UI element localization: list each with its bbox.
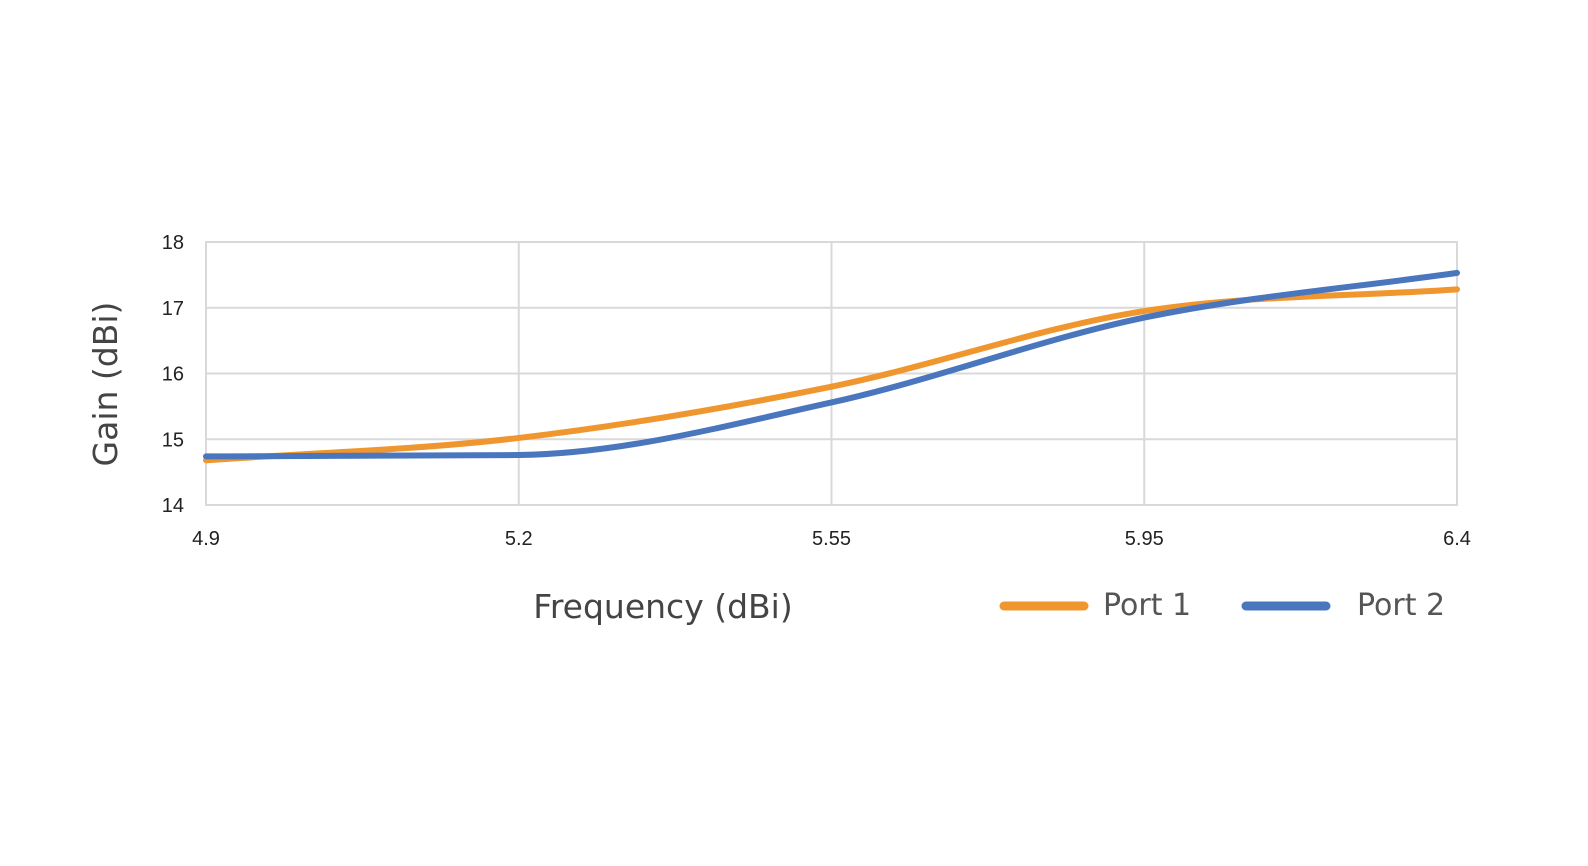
x-tick-label: 6.4 — [1443, 528, 1471, 550]
legend-label-port-1: Port 1 — [1103, 588, 1191, 623]
x-tick-label: 5.2 — [505, 528, 533, 550]
y-tick-label: 14 — [162, 495, 184, 517]
x-axis-title: Frequency (dBi) — [533, 587, 792, 626]
series-lines — [203, 269, 1460, 464]
legend-label-port-2: Port 2 — [1357, 588, 1445, 623]
y-tick-label: 17 — [162, 298, 184, 320]
y-axis-title: Gain (dBi) — [86, 302, 125, 467]
plot-area-border — [205, 241, 1458, 506]
y-axis-tick-labels: 14 15 16 17 18 — [162, 232, 184, 517]
x-axis-tick-labels: 4.9 5.2 5.55 5.95 6.4 — [192, 528, 1471, 550]
legend: Port 1 Port 2 — [999, 588, 1445, 623]
x-tick-label: 5.95 — [1125, 528, 1164, 550]
y-tick-label: 16 — [162, 364, 184, 386]
series-line-port-2 — [203, 269, 1460, 460]
y-tick-label: 18 — [162, 232, 184, 254]
y-tick-label: 15 — [162, 429, 184, 451]
x-tick-label: 5.55 — [812, 528, 851, 550]
x-tick-label: 4.9 — [192, 528, 220, 550]
